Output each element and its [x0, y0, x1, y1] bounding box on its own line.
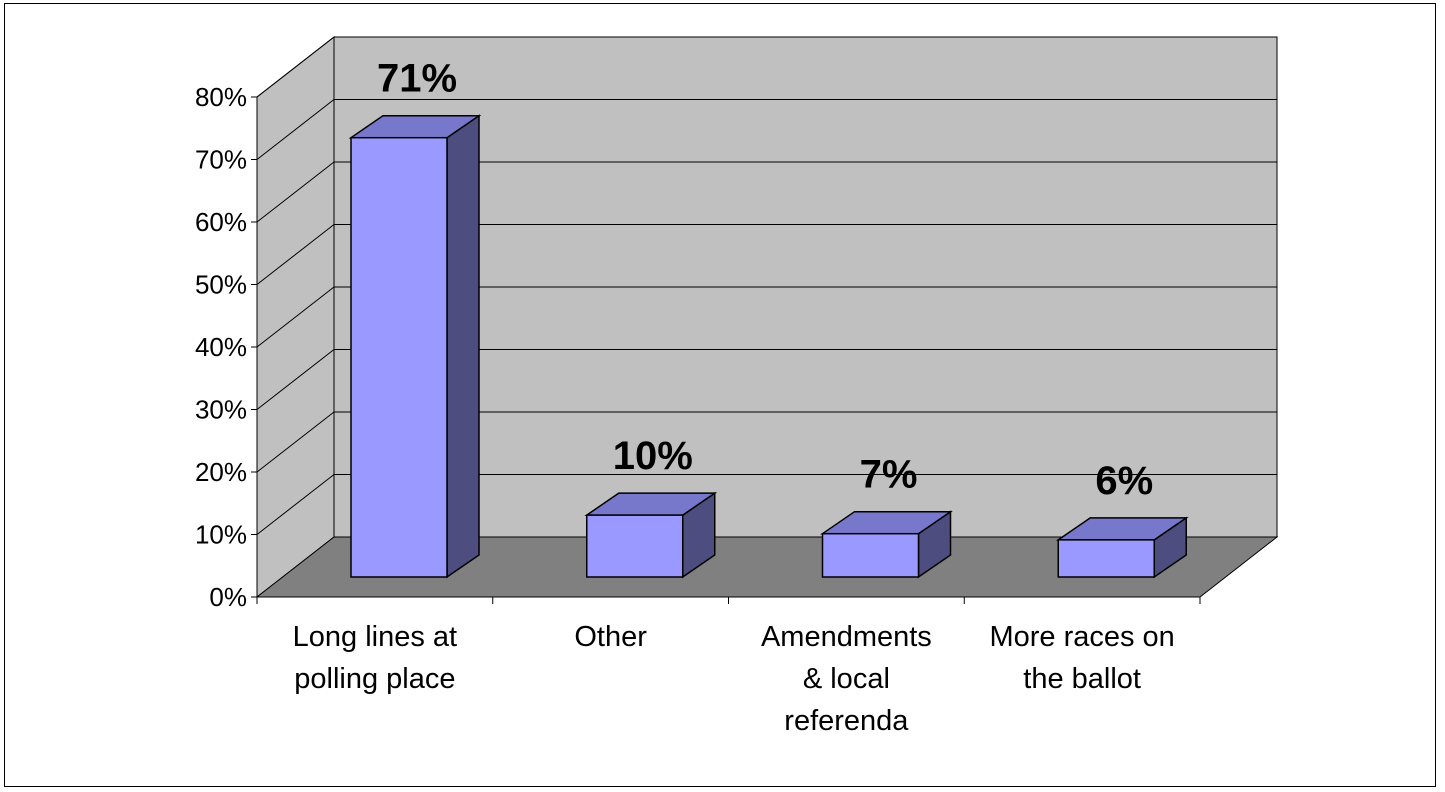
data-label: 7% [860, 453, 918, 497]
category-label-line: & local [803, 663, 890, 695]
bar-side [446, 114, 480, 579]
y-tick-label: 0% [209, 582, 247, 612]
category-label: Other [574, 621, 647, 653]
category-label-line: Amendments [761, 621, 932, 653]
category-label-line: polling place [294, 663, 455, 695]
category-label: Amendments & local referenda [761, 621, 932, 737]
y-tick-label: 70% [195, 145, 247, 175]
category-label-line: referenda [784, 705, 909, 737]
y-tick-label: 40% [195, 332, 247, 362]
y-tick-label: 20% [195, 457, 247, 487]
gridline-side [256, 161, 335, 223]
category-label-line: Other [574, 621, 647, 653]
category-label-line: More races on [989, 621, 1174, 653]
gridline-side [256, 474, 335, 535]
gridline-side [256, 411, 335, 473]
y-tick-label: 60% [195, 207, 247, 237]
category-label: More races on the ballot [989, 621, 1174, 695]
bar [821, 532, 920, 578]
gridline-side [256, 349, 335, 410]
bar [350, 136, 448, 578]
data-label: 10% [613, 434, 693, 478]
data-label: 6% [1095, 459, 1153, 503]
category-label: Long lines at polling place [293, 621, 457, 695]
bar [1057, 539, 1155, 578]
gridline-side [256, 36, 335, 98]
gridline-side [256, 286, 335, 348]
y-tick-label: 10% [195, 520, 247, 550]
gridline-side [256, 99, 335, 160]
bar [586, 514, 684, 578]
category-label-line: Long lines at [293, 621, 457, 653]
y-tick-label: 50% [195, 270, 247, 300]
y-tick-label: 30% [195, 395, 247, 425]
category-label-line: the ballot [1023, 663, 1141, 695]
gridline-side [256, 224, 335, 285]
y-tick-label: 80% [195, 82, 247, 112]
data-label: 71% [377, 57, 457, 101]
